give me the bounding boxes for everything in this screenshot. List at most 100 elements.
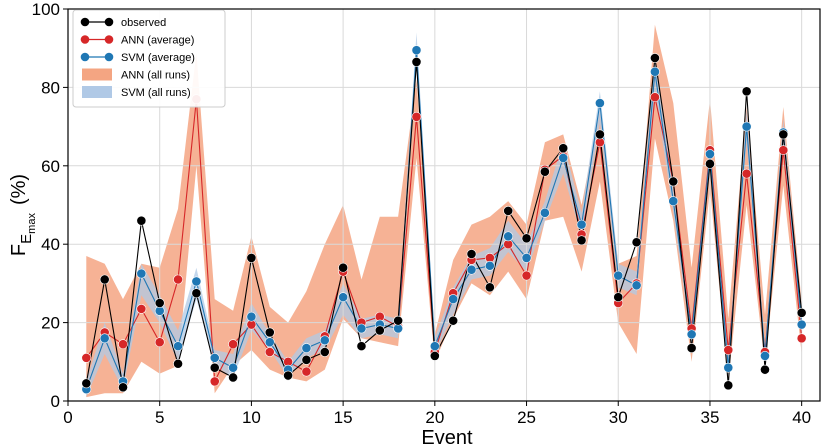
data-point-ann-average <box>301 366 312 377</box>
data-point-svm-average <box>668 196 679 206</box>
data-point-observed <box>539 166 550 177</box>
line-layer <box>85 50 803 390</box>
data-point-observed <box>668 176 679 187</box>
x-tick-label: 5 <box>155 408 164 427</box>
data-point-observed <box>319 347 330 357</box>
data-point-observed <box>209 362 220 373</box>
data-point-observed <box>631 237 642 248</box>
data-point-ann-average <box>209 376 220 387</box>
data-point-svm-average <box>741 121 752 132</box>
data-point-svm-average <box>338 292 349 303</box>
data-point-observed <box>118 382 128 393</box>
x-axis-label: Event <box>421 427 473 447</box>
series-line-observed <box>85 57 803 388</box>
legend-label-ann-average: ANN (average) <box>121 35 194 47</box>
data-point-svm-average <box>796 319 807 330</box>
data-point-ann-average <box>118 339 128 350</box>
x-tick-label: 35 <box>700 408 719 427</box>
data-point-observed <box>301 354 312 365</box>
data-point-svm-average <box>558 153 569 163</box>
tick-layer: 0 5 10 15 20 25 30 35 40 0 20 40 60 80 100 <box>32 0 811 427</box>
data-point-observed <box>576 235 587 246</box>
y-axis-label: FEmax (%) <box>8 174 38 256</box>
data-point-observed <box>778 129 789 140</box>
legend-label-observed: observed <box>121 17 166 29</box>
x-tick-label: 30 <box>609 408 628 427</box>
data-point-svm-average <box>613 270 624 281</box>
data-point-svm-average <box>503 231 514 242</box>
data-point-svm-average <box>686 329 697 340</box>
y-axis-label-subsub: max <box>26 213 38 234</box>
y-tick-label: 100 <box>32 0 60 19</box>
plot-frame <box>67 8 821 402</box>
data-point-observed <box>595 129 605 140</box>
legend-marker-observed <box>80 17 90 27</box>
data-point-ann-average <box>796 333 807 344</box>
data-point-observed <box>338 262 349 273</box>
data-point-ann-average <box>723 345 734 355</box>
legend-marker-svm-average <box>104 52 114 62</box>
data-point-svm-average <box>99 333 110 344</box>
data-point-ann-average <box>136 303 147 314</box>
data-point-ann-average <box>650 92 660 103</box>
y-tick-label: 0 <box>51 392 60 411</box>
data-point-svm-average <box>760 351 770 361</box>
data-point-observed <box>191 288 202 299</box>
data-point-svm-average <box>521 253 532 263</box>
legend: observed ANN (average) SVM (average) ANN (a… <box>72 9 226 108</box>
data-point-observed <box>650 53 660 63</box>
data-point-observed <box>521 233 532 244</box>
data-point-svm-average <box>411 45 422 56</box>
legend-marker-ann-average <box>104 35 114 44</box>
y-axis-label-main: F <box>8 244 30 256</box>
point-layer <box>81 45 807 395</box>
data-point-observed <box>81 378 92 389</box>
data-point-observed <box>741 86 752 97</box>
data-point-svm-average <box>484 260 495 271</box>
data-point-ann-average <box>741 168 752 179</box>
legend-box <box>72 9 226 108</box>
data-point-ann-average <box>778 145 789 156</box>
data-point-observed <box>136 215 147 226</box>
data-point-ann-average <box>154 337 165 348</box>
x-tick-label: 0 <box>63 408 72 427</box>
legend-label-ann-all-runs: ANN (all runs) <box>121 70 190 82</box>
x-tick-label: 15 <box>334 408 353 427</box>
y-tick-label: 80 <box>41 78 60 97</box>
data-point-svm-average <box>246 311 257 322</box>
data-point-svm-average <box>136 268 147 279</box>
y-tick-label: 60 <box>41 157 60 176</box>
x-tick-label: 25 <box>517 408 536 427</box>
legend-swatch-svm-all-runs <box>82 86 112 98</box>
data-point-observed <box>99 274 110 285</box>
data-point-svm-average <box>723 362 734 373</box>
legend-swatch-ann-all-runs <box>82 68 112 81</box>
y-tick-label: 20 <box>41 314 60 333</box>
data-point-svm-average <box>466 264 477 275</box>
legend-label-svm-all-runs: SVM (all runs) <box>121 87 191 99</box>
data-point-observed <box>613 292 624 303</box>
data-point-observed <box>246 253 257 263</box>
data-point-observed <box>466 249 477 259</box>
data-point-svm-average <box>301 343 312 353</box>
data-point-ann-average <box>228 339 238 350</box>
data-point-ann-average <box>521 270 532 281</box>
y-axis-label-unit: (%) <box>8 174 30 205</box>
data-point-observed <box>283 370 293 381</box>
data-point-observed <box>686 343 697 353</box>
svg-text:FEmax(%): FEmax (%) <box>8 174 38 256</box>
legend-marker-svm-average <box>80 52 90 62</box>
data-point-observed <box>429 351 440 361</box>
data-point-svm-average <box>429 341 440 352</box>
data-point-observed <box>228 372 238 383</box>
data-point-svm-average <box>356 323 367 334</box>
data-point-svm-average <box>173 341 183 352</box>
legend-marker-observed <box>104 17 114 27</box>
data-point-observed <box>723 380 734 391</box>
data-point-svm-average <box>191 276 202 287</box>
x-tick-label: 10 <box>242 408 261 427</box>
data-point-observed <box>356 341 367 352</box>
data-point-observed <box>705 158 715 169</box>
data-point-observed <box>154 298 165 308</box>
